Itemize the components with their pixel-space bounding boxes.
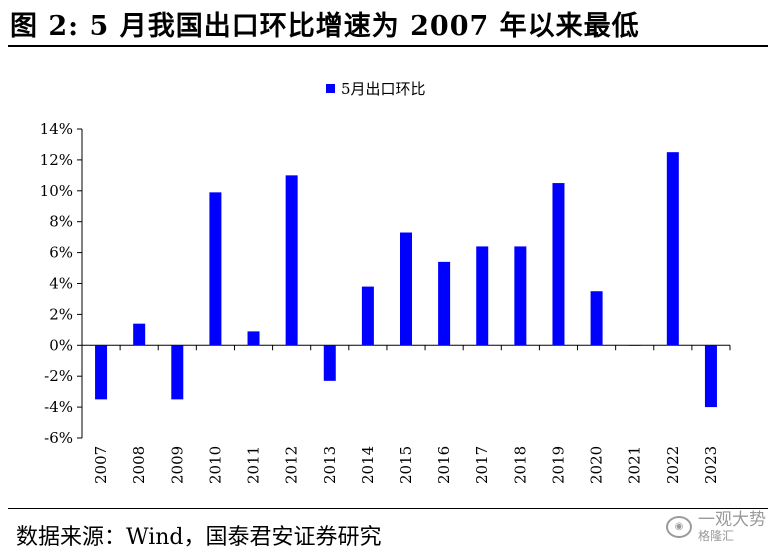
x-tick-label: 2010 <box>206 446 224 484</box>
bar <box>476 246 489 346</box>
x-tick-label: 2007 <box>92 446 110 484</box>
y-tick-label: 4% <box>49 275 73 293</box>
bar <box>666 152 679 346</box>
title-divider <box>8 45 768 47</box>
footer-divider <box>8 508 768 509</box>
bar <box>285 175 298 346</box>
bar <box>247 331 260 346</box>
y-tick-label: 0% <box>49 336 73 354</box>
bar <box>171 345 184 400</box>
x-tick-label: 2013 <box>321 446 339 484</box>
x-tick-label: 2019 <box>549 446 567 484</box>
legend-label: 5月出口环比 <box>341 80 426 98</box>
watermark-logo-icon: ◉ <box>666 516 692 539</box>
y-tick-label: -4% <box>44 398 73 416</box>
bar <box>704 345 717 408</box>
x-tick-label: 2017 <box>473 446 491 484</box>
x-tick-label: 2018 <box>511 446 529 484</box>
bar <box>209 192 222 346</box>
x-tick-label: 2021 <box>626 446 644 484</box>
x-tick-label: 2020 <box>588 446 606 484</box>
legend: 5月出口环比 <box>326 78 426 99</box>
y-tick-label: 8% <box>49 213 73 231</box>
y-tick-label: 6% <box>49 244 73 262</box>
bar <box>361 286 374 346</box>
watermark-main: 一观大势 <box>698 510 766 530</box>
x-tick-label: 2015 <box>397 446 415 484</box>
source-note: 数据来源：Wind，国泰君安证券研究 <box>16 525 382 550</box>
x-tick-label: 2016 <box>435 446 453 484</box>
watermark: ◉ 一观大势 格隆汇 <box>666 510 766 543</box>
bar <box>95 345 108 400</box>
y-tick-label: 14% <box>40 120 73 138</box>
x-tick-label: 2023 <box>702 446 720 484</box>
y-tick-label: 10% <box>40 182 73 200</box>
x-tick-label: 2008 <box>130 446 148 484</box>
bar <box>133 323 146 346</box>
x-tick-label: 2009 <box>168 446 186 484</box>
bar <box>438 261 451 346</box>
y-tick-label: 2% <box>49 305 73 323</box>
y-tick-label: -6% <box>44 429 73 447</box>
chart-title: 图 2: 5 月我国出口环比增速为 2007 年以来最低 <box>10 11 640 42</box>
x-tick-label: 2022 <box>664 446 682 484</box>
bar <box>400 232 412 346</box>
y-tick-label: -2% <box>44 367 73 385</box>
x-tick-label: 2014 <box>359 446 377 484</box>
x-tick-label: 2012 <box>283 446 301 484</box>
watermark-sub: 格隆汇 <box>698 528 735 543</box>
bar <box>514 246 527 346</box>
x-tick-label: 2011 <box>245 446 263 484</box>
legend-swatch <box>326 84 335 93</box>
bar <box>323 345 336 381</box>
bar-chart: -6% -4% -2% 0% 2% 4% 6% 8% 10% 12% 14% 2007 2008 2009… <box>40 120 731 484</box>
bar <box>590 291 603 346</box>
y-tick-label: 12% <box>40 151 73 169</box>
bar <box>552 183 565 346</box>
bar <box>628 345 641 346</box>
